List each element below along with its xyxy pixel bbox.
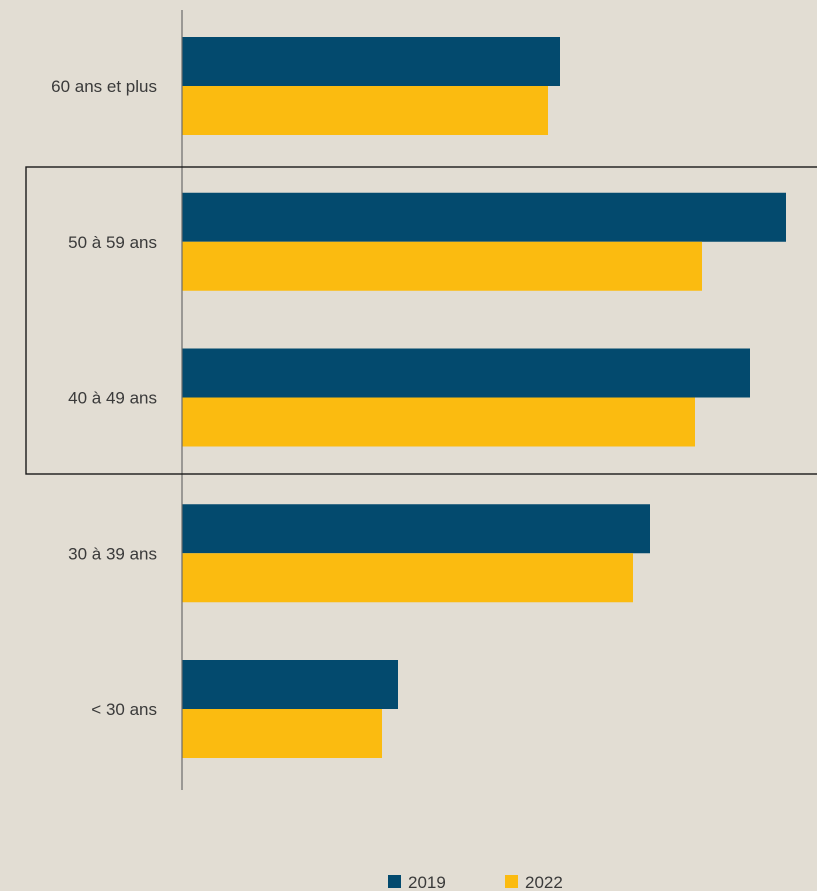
- highlight-box: [25, 166, 817, 475]
- bar-2019-4: [182, 660, 398, 709]
- legend-label-2019: 2019: [408, 873, 446, 891]
- bar-2022-3: [182, 553, 633, 603]
- category-label: 40 à 49 ans: [68, 389, 157, 408]
- category-labels: 60 ans et plus 50 à 59 ans 40 à 49 ans 30 à…: [51, 77, 157, 719]
- bar-2019-1: [182, 192, 786, 242]
- legend-swatch-2019: [388, 875, 401, 888]
- bar-2022-2: [182, 397, 695, 447]
- bar-2019-3: [182, 504, 650, 554]
- legend-swatch-2022: [505, 875, 518, 888]
- category-label: 30 à 39 ans: [68, 544, 157, 563]
- legend-label-2022: 2022: [525, 873, 563, 891]
- category-label: 50 à 59 ans: [68, 233, 157, 252]
- category-label: 60 ans et plus: [51, 77, 157, 96]
- legend: 2019 2022: [388, 873, 563, 891]
- bars-layer: [182, 37, 786, 758]
- bar-2019-0: [182, 37, 560, 86]
- bar-2022-1: [182, 241, 702, 291]
- category-label: < 30 ans: [91, 700, 157, 719]
- bar-2022-4: [182, 709, 382, 758]
- bar-2022-0: [182, 86, 548, 135]
- bar-2019-2: [182, 348, 750, 398]
